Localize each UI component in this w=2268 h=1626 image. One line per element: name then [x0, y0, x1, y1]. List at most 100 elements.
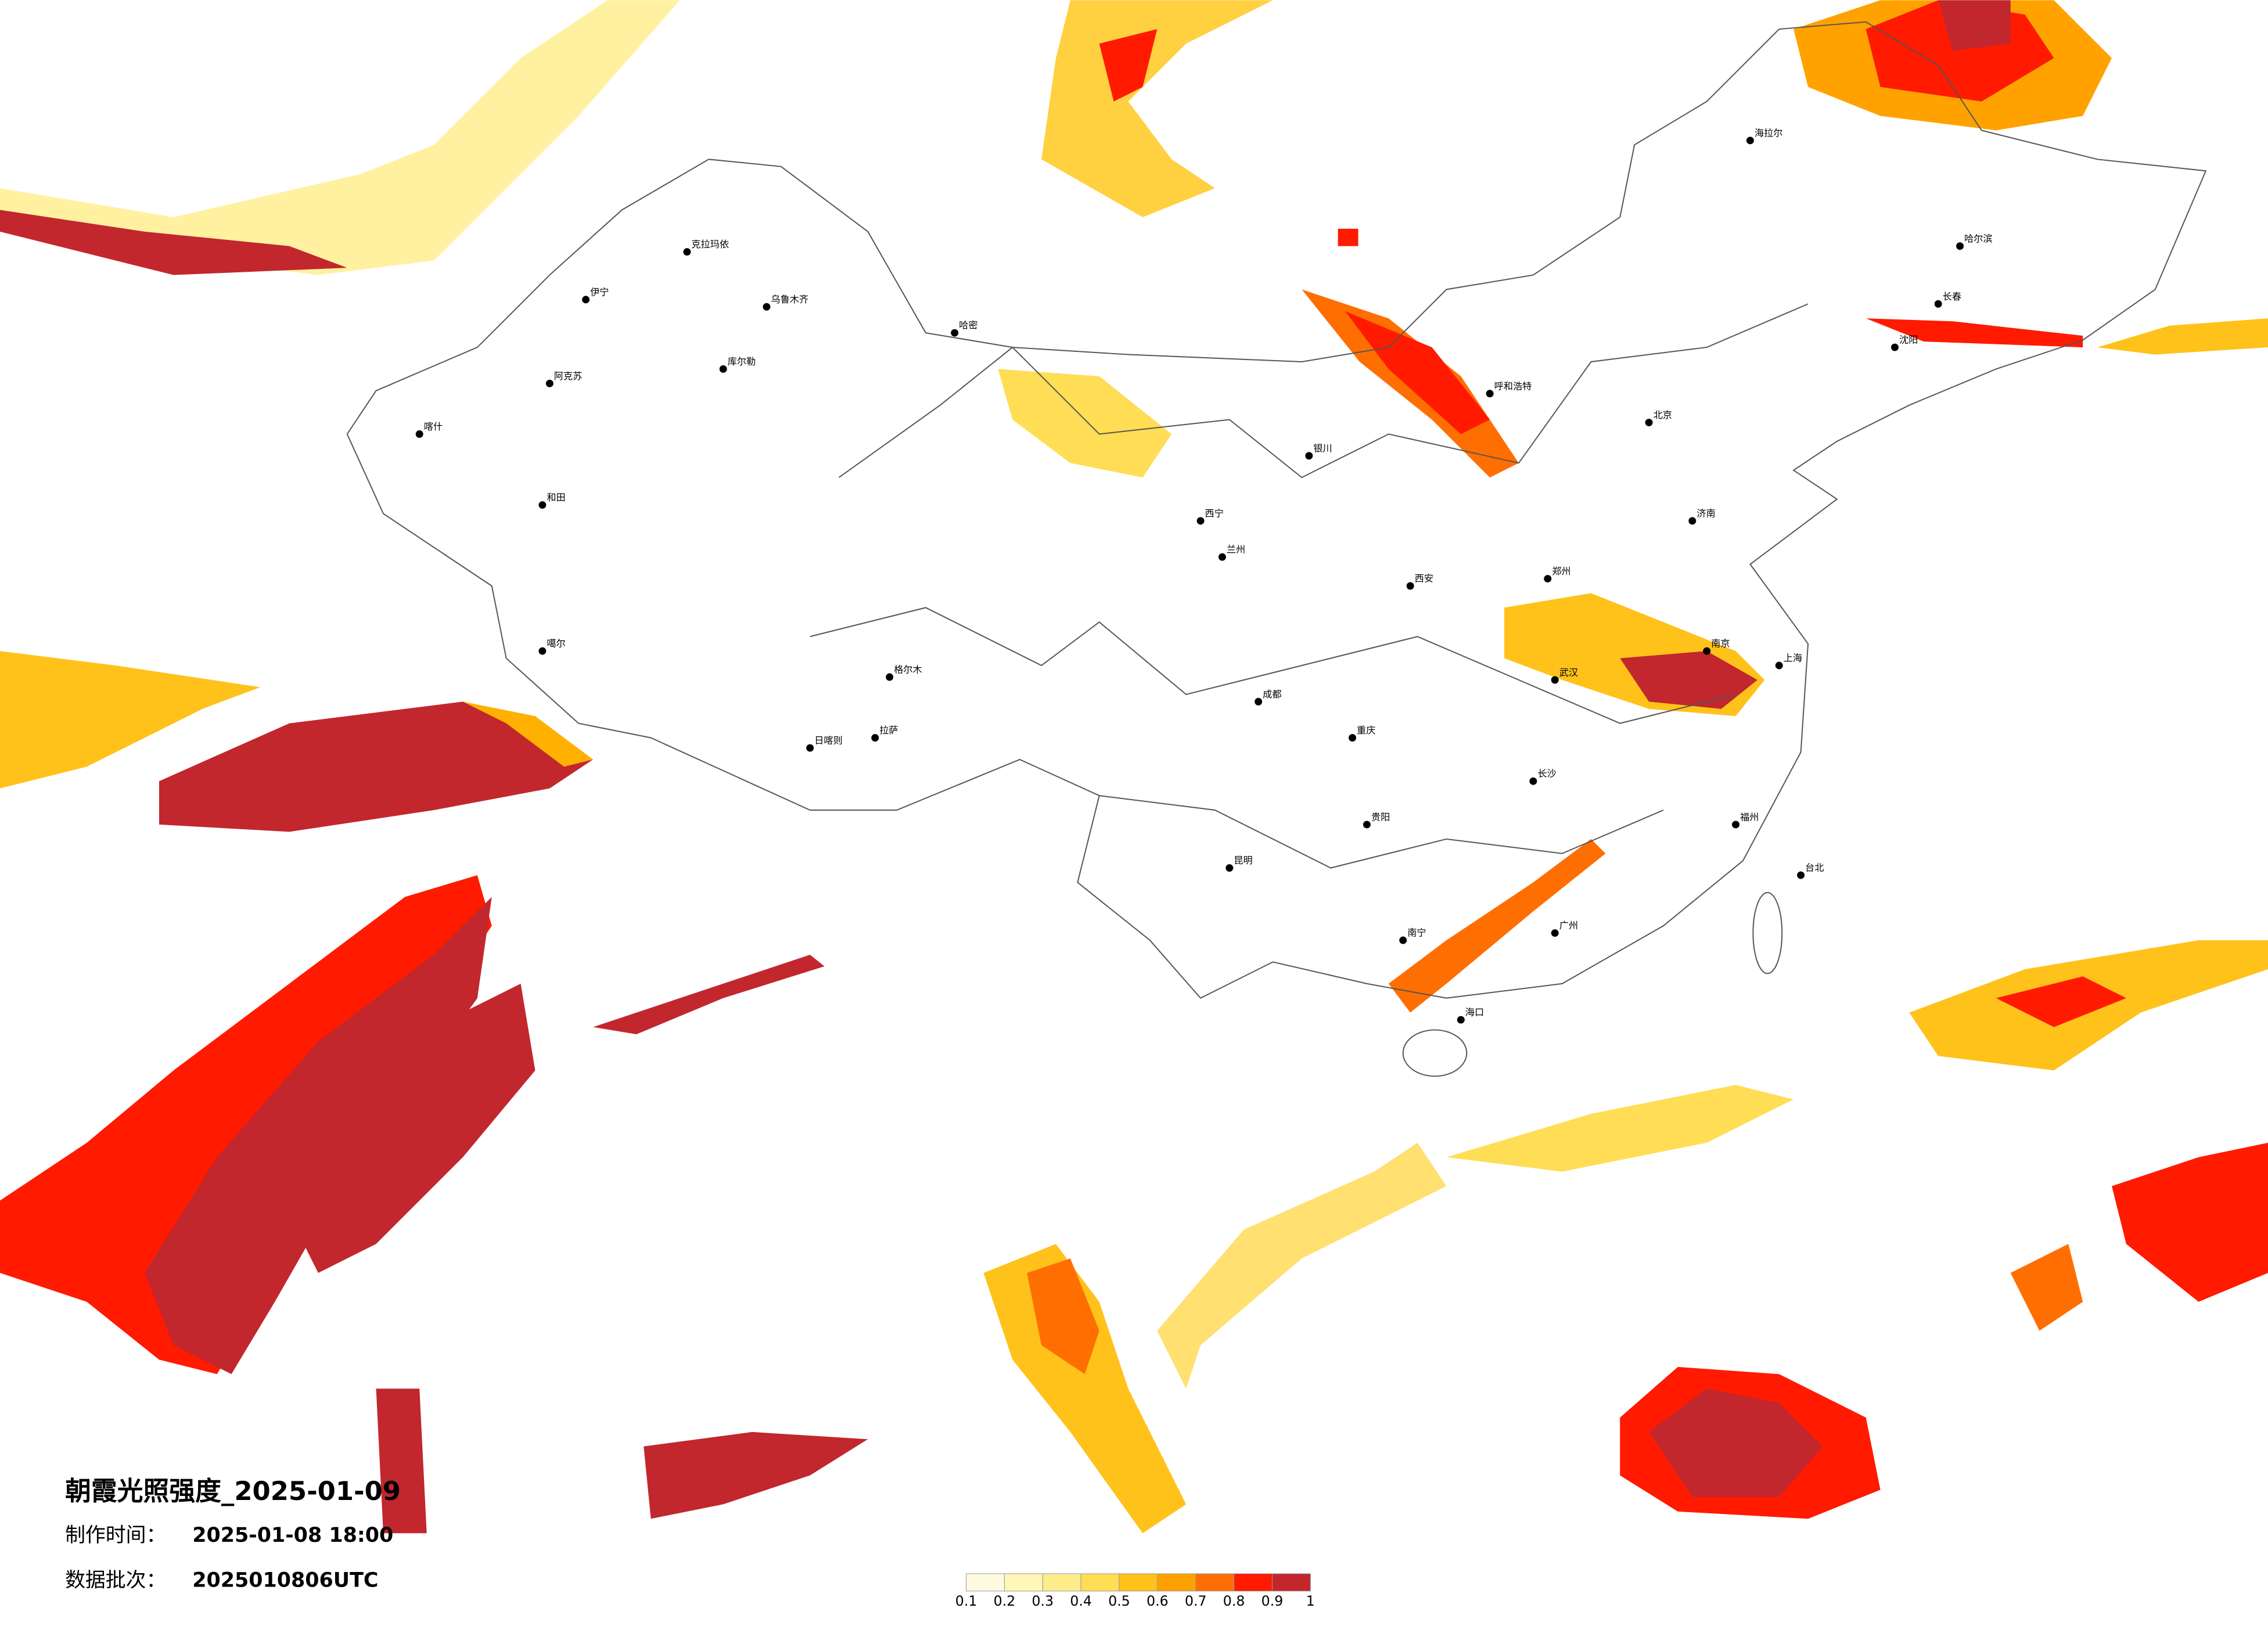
island-border — [1752, 891, 1783, 974]
city-dot — [1225, 864, 1234, 872]
city-label: 南宁 — [1407, 927, 1426, 938]
city-label: 武汉 — [1559, 667, 1578, 678]
heat-area — [1866, 318, 2083, 348]
heat-area — [1620, 651, 1757, 709]
province-border — [1099, 795, 1664, 869]
colorbar-tick-label: 0.9 — [1261, 1593, 1284, 1609]
colorbar: 0.1 0.2 0.3 0.4 0.5 0.6 0.7 0.8 0.9 1 — [955, 1573, 1315, 1609]
city-label: 沈阳 — [1899, 334, 1918, 346]
heat-area — [289, 983, 535, 1273]
heat-area — [0, 651, 261, 789]
heat-area — [1446, 1085, 1794, 1172]
city-dot — [763, 303, 771, 311]
city-label: 昆明 — [1234, 855, 1252, 866]
city-dot — [1406, 582, 1414, 590]
colorbar-swatch — [1195, 1573, 1235, 1592]
city-label: 伊宁 — [590, 286, 609, 297]
city-dot — [1956, 242, 1964, 250]
city-label: 长沙 — [1537, 768, 1556, 779]
city-dot — [1890, 343, 1899, 351]
city-label: 福州 — [1740, 811, 1759, 822]
city-dot — [1486, 390, 1494, 398]
heat-area — [462, 702, 594, 767]
city-label: 兰州 — [1227, 544, 1245, 555]
colorbar-swatch — [1157, 1573, 1196, 1592]
heat-area — [593, 955, 825, 1035]
city-dot — [538, 647, 547, 655]
colorbar-swatch — [1004, 1573, 1043, 1592]
city-label: 成都 — [1263, 689, 1281, 700]
heat-area — [2112, 1142, 2268, 1302]
city-label: 哈密 — [959, 320, 977, 331]
city-dot — [1797, 871, 1805, 879]
city-label: 南京 — [1711, 638, 1730, 649]
city-label: 西安 — [1415, 573, 1433, 584]
colorbar-tick-label: 1 — [1306, 1593, 1315, 1609]
heat-layer — [0, 0, 2268, 1534]
heat-area — [983, 1244, 1187, 1534]
city-dot — [582, 296, 590, 304]
colorbar-tick-label: 0.7 — [1185, 1593, 1207, 1609]
colorbar-swatch — [1080, 1573, 1120, 1592]
batch-value: 2025010806UTC — [192, 1569, 378, 1592]
city-label: 和田 — [547, 492, 565, 503]
heat-area — [1338, 228, 1358, 246]
colorbar-tick-label: 0.4 — [1070, 1593, 1092, 1609]
city-dot — [719, 365, 727, 373]
city-label: 广州 — [1559, 920, 1578, 931]
city-dot — [1746, 136, 1754, 145]
city-label: 哈尔滨 — [1964, 233, 1993, 244]
city-label: 日喀则 — [814, 735, 843, 746]
heat-area — [1388, 839, 1606, 1013]
city-dot — [1775, 661, 1783, 670]
city-dot — [806, 744, 814, 752]
city-dot — [1305, 452, 1313, 460]
colorbar-tick-label: 0.1 — [955, 1593, 977, 1609]
city-dot — [1218, 553, 1226, 561]
colorbar-tick-label: 0.3 — [1032, 1593, 1054, 1609]
city-dot — [1551, 929, 1559, 937]
colorbar-tick-label: 0.5 — [1108, 1593, 1130, 1609]
city-dot — [1399, 936, 1407, 944]
city-label: 济南 — [1696, 508, 1715, 519]
city-label: 噶尔 — [547, 638, 565, 649]
colorbar-swatch — [1042, 1573, 1081, 1592]
city-dot — [1703, 647, 1711, 655]
city-label: 海口 — [1465, 1007, 1484, 1018]
city-label: 呼和浩特 — [1494, 380, 1532, 391]
heat-area — [2097, 318, 2268, 355]
city-dot — [871, 734, 879, 742]
heat-area — [376, 1388, 427, 1534]
city-label: 库尔勒 — [728, 356, 756, 367]
city-label: 格尔木 — [894, 664, 922, 675]
city-dot — [1255, 697, 1263, 706]
heat-area — [998, 369, 1172, 478]
made-time-label: 制作时间： — [65, 1524, 166, 1547]
city-label: 长春 — [1943, 291, 1961, 302]
city-label: 台北 — [1805, 862, 1824, 873]
city-label: 乌鲁木齐 — [771, 294, 808, 305]
province-border — [838, 303, 1809, 479]
city-dot — [1934, 300, 1942, 308]
heat-area — [1649, 1388, 1823, 1497]
city-dot — [1529, 777, 1537, 785]
city-label: 上海 — [1784, 653, 1802, 664]
country-border — [346, 21, 2207, 999]
city-dot — [1551, 676, 1559, 684]
heat-area — [2010, 1244, 2083, 1331]
batch-label: 数据批次： — [65, 1569, 166, 1592]
city-dot — [538, 501, 547, 509]
heat-area — [1345, 311, 1490, 434]
city-dot — [545, 379, 553, 387]
city-label: 喀什 — [424, 421, 443, 432]
colorbar-tick-label: 0.6 — [1146, 1593, 1169, 1609]
city-dot — [1349, 734, 1357, 742]
city-label: 拉萨 — [879, 725, 898, 736]
colorbar-swatch — [1119, 1573, 1158, 1592]
city-dot — [951, 329, 959, 337]
city-dot — [1544, 575, 1552, 583]
heat-area — [1938, 0, 2011, 51]
